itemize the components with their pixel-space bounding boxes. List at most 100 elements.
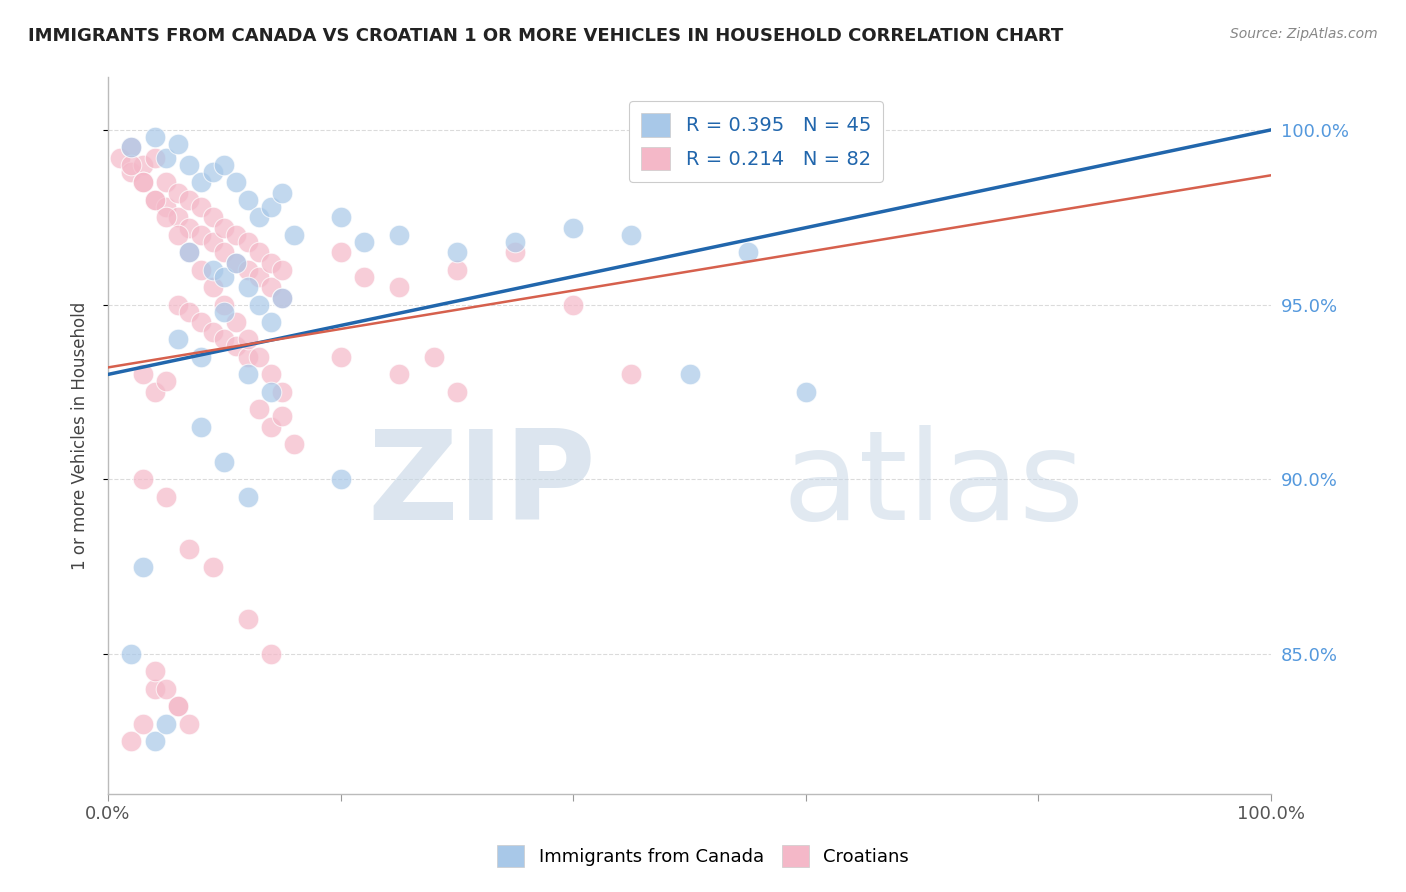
Point	[190, 227, 212, 242]
Point	[236, 490, 259, 504]
Point	[260, 647, 283, 661]
Point	[120, 647, 142, 661]
Point	[225, 315, 247, 329]
Point	[247, 269, 270, 284]
Point	[271, 291, 294, 305]
Point	[236, 612, 259, 626]
Point	[166, 227, 188, 242]
Point	[201, 262, 224, 277]
Point	[179, 716, 201, 731]
Point	[166, 333, 188, 347]
Point	[562, 297, 585, 311]
Point	[446, 245, 468, 260]
Point	[388, 227, 411, 242]
Point	[179, 220, 201, 235]
Point	[155, 210, 177, 224]
Point	[132, 368, 155, 382]
Point	[166, 186, 188, 200]
Point	[179, 245, 201, 260]
Point	[120, 734, 142, 748]
Point	[247, 210, 270, 224]
Point	[155, 490, 177, 504]
Point	[132, 175, 155, 189]
Point	[108, 151, 131, 165]
Point	[271, 384, 294, 399]
Point	[214, 304, 236, 318]
Point	[236, 368, 259, 382]
Point	[201, 165, 224, 179]
Point	[190, 175, 212, 189]
Point	[247, 297, 270, 311]
Point	[503, 235, 526, 249]
Point	[236, 262, 259, 277]
Point	[143, 681, 166, 696]
Point	[353, 269, 375, 284]
Point	[132, 158, 155, 172]
Point	[190, 420, 212, 434]
Point	[143, 193, 166, 207]
Point	[214, 220, 236, 235]
Point	[214, 269, 236, 284]
Point	[120, 158, 142, 172]
Legend: Immigrants from Canada, Croatians: Immigrants from Canada, Croatians	[489, 838, 917, 874]
Point	[201, 235, 224, 249]
Point	[166, 699, 188, 714]
Point	[166, 297, 188, 311]
Point	[260, 420, 283, 434]
Point	[166, 210, 188, 224]
Point	[201, 280, 224, 294]
Point	[179, 245, 201, 260]
Point	[260, 255, 283, 269]
Point	[503, 245, 526, 260]
Point	[155, 681, 177, 696]
Point	[283, 437, 305, 451]
Point	[329, 245, 352, 260]
Point	[562, 220, 585, 235]
Point	[214, 297, 236, 311]
Point	[179, 158, 201, 172]
Point	[225, 255, 247, 269]
Point	[283, 227, 305, 242]
Point	[329, 472, 352, 486]
Point	[353, 235, 375, 249]
Point	[143, 129, 166, 144]
Point	[794, 384, 817, 399]
Point	[155, 151, 177, 165]
Point	[236, 350, 259, 364]
Point	[446, 262, 468, 277]
Point	[190, 200, 212, 214]
Point	[236, 280, 259, 294]
Point	[201, 559, 224, 574]
Text: ZIP: ZIP	[368, 425, 596, 546]
Point	[155, 375, 177, 389]
Point	[143, 151, 166, 165]
Point	[271, 291, 294, 305]
Text: Source: ZipAtlas.com: Source: ZipAtlas.com	[1230, 27, 1378, 41]
Point	[155, 716, 177, 731]
Point	[190, 262, 212, 277]
Point	[271, 262, 294, 277]
Point	[132, 559, 155, 574]
Point	[179, 304, 201, 318]
Point	[225, 255, 247, 269]
Point	[236, 193, 259, 207]
Point	[260, 280, 283, 294]
Point	[620, 227, 643, 242]
Point	[166, 699, 188, 714]
Point	[166, 136, 188, 151]
Point	[214, 245, 236, 260]
Point	[260, 368, 283, 382]
Point	[225, 339, 247, 353]
Point	[260, 200, 283, 214]
Point	[190, 350, 212, 364]
Point	[678, 368, 700, 382]
Point	[143, 193, 166, 207]
Point	[260, 315, 283, 329]
Point	[236, 333, 259, 347]
Point	[271, 409, 294, 424]
Text: IMMIGRANTS FROM CANADA VS CROATIAN 1 OR MORE VEHICLES IN HOUSEHOLD CORRELATION C: IMMIGRANTS FROM CANADA VS CROATIAN 1 OR …	[28, 27, 1063, 45]
Point	[388, 368, 411, 382]
Text: atlas: atlas	[783, 425, 1084, 546]
Point	[155, 200, 177, 214]
Point	[120, 140, 142, 154]
